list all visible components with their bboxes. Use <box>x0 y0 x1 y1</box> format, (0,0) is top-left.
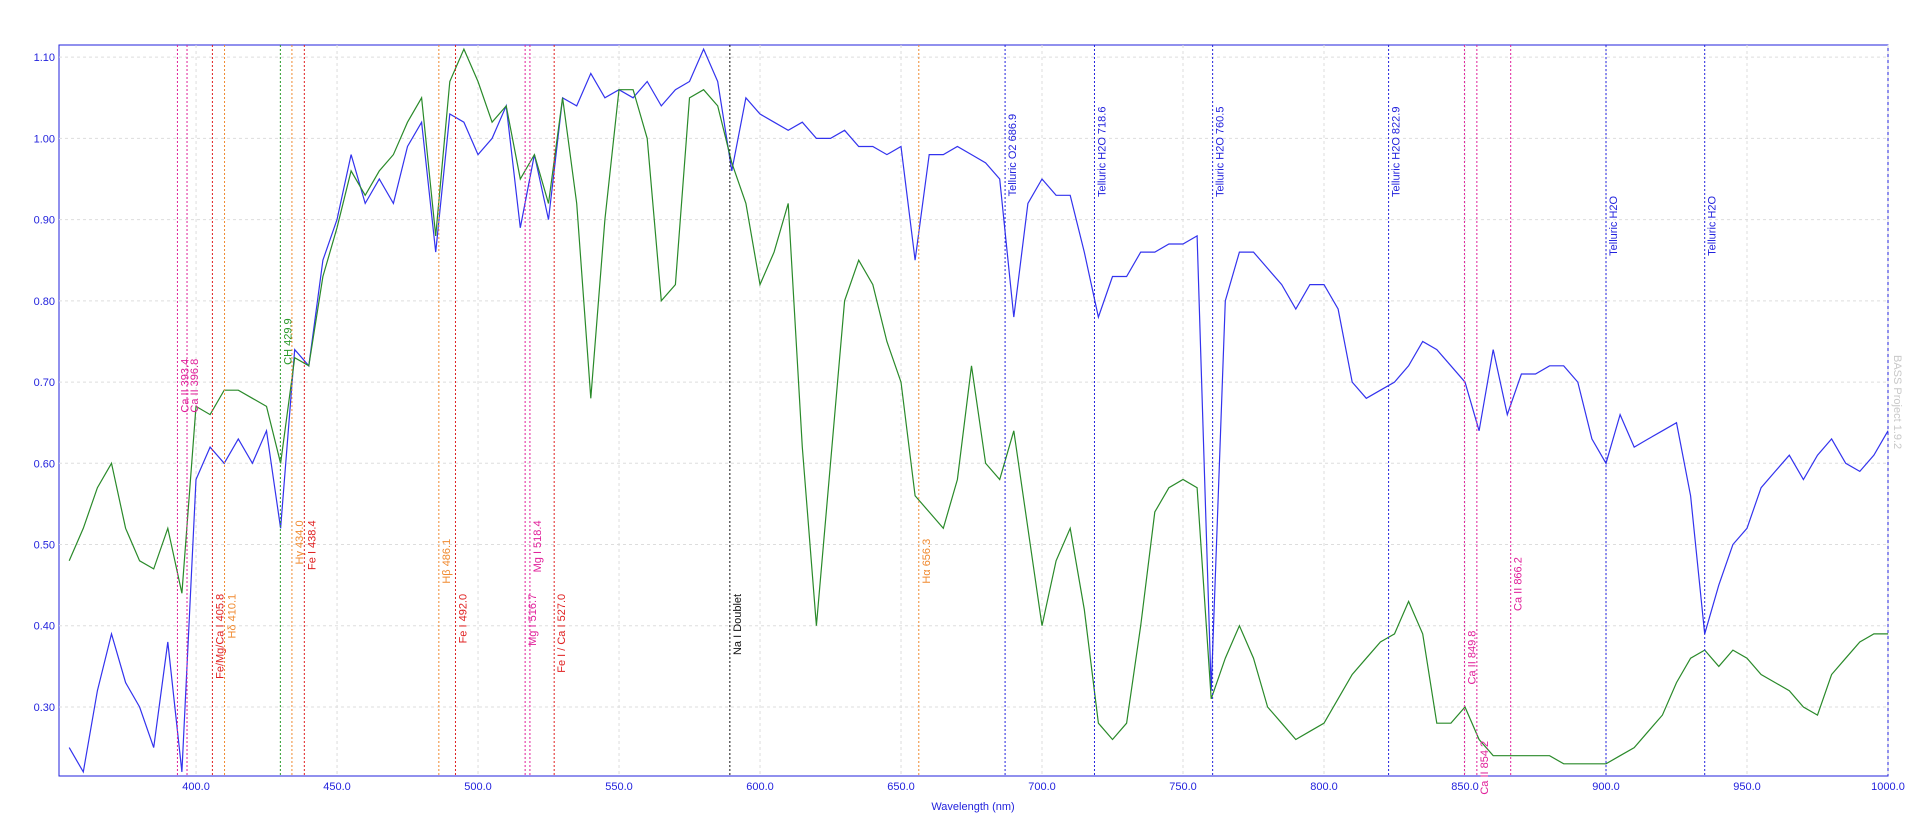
y-tick-label: 0.90 <box>34 215 55 227</box>
annotation-label: Telluric H2O <box>1707 195 1719 255</box>
y-tick-label: 0.50 <box>34 540 55 552</box>
annotation-label: Fe/Mg/Ca I 405.8 <box>214 594 226 679</box>
annotation-label: Hγ 434.0 <box>294 520 306 564</box>
annotation-label: Ca II 854.2 <box>1479 741 1491 795</box>
x-tick-label: 750.0 <box>1169 781 1197 793</box>
y-tick-label: 0.70 <box>34 377 55 389</box>
annotation-label: Hδ 410.1 <box>227 594 239 639</box>
x-tick-label: 1000.0 <box>1871 781 1905 793</box>
annotation-label: Mg I 518.4 <box>532 520 544 572</box>
x-tick-label: 550.0 <box>605 781 633 793</box>
annotation-label: CH 429.9 <box>282 318 294 364</box>
annotation-label: Ca II 396.8 <box>189 359 201 413</box>
annotation-label: Na I Doublet <box>732 594 744 655</box>
x-tick-label: 500.0 <box>464 781 492 793</box>
annotation-label: Ca II 866.2 <box>1513 557 1525 611</box>
annotation-label: Ca II 849.8 <box>1466 631 1478 685</box>
x-tick-label: 800.0 <box>1310 781 1338 793</box>
x-tick-label: 700.0 <box>1028 781 1056 793</box>
side-note: BASS Project 1.9.2 <box>1891 355 1903 449</box>
annotation-label: Telluric H2O 718.6 <box>1096 107 1108 198</box>
annotation-label: Telluric H2O 822.9 <box>1391 107 1403 198</box>
y-tick-label: 0.30 <box>34 702 55 714</box>
annotation-label: Hα 656.3 <box>921 539 933 584</box>
y-tick-label: 0.40 <box>34 621 55 633</box>
x-tick-label: 650.0 <box>887 781 915 793</box>
x-tick-label: 950.0 <box>1733 781 1761 793</box>
annotation-label: Telluric H2O <box>1608 195 1620 255</box>
annotation-label: Hβ 486.1 <box>441 539 453 584</box>
x-tick-label: 850.0 <box>1451 781 1479 793</box>
y-tick-label: 1.10 <box>34 52 55 64</box>
annotation-label: Fe I 492.0 <box>457 594 469 644</box>
annotation-label: Telluric H2O 760.5 <box>1215 107 1227 198</box>
annotation-label: Ca II 393.4 <box>179 359 191 413</box>
x-tick-label: 450.0 <box>323 781 351 793</box>
y-tick-label: 1.00 <box>34 133 55 145</box>
annotation-label: Fe I 438.4 <box>306 520 318 570</box>
x-tick-label: 400.0 <box>182 781 210 793</box>
x-axis-label: Wavelength (nm) <box>931 801 1014 813</box>
spectrum-line <box>68 47 1888 765</box>
annotation-label: Telluric O2 686.9 <box>1007 114 1019 197</box>
annotation-label: Fe I / Ca I 527.0 <box>556 594 568 673</box>
spectrum-line <box>68 47 1889 774</box>
plot-frame <box>58 44 1889 777</box>
y-tick-label: 0.60 <box>34 458 55 470</box>
annotation-label: Mg I 516.7 <box>527 594 539 646</box>
x-tick-label: 900.0 <box>1592 781 1620 793</box>
x-tick-label: 600.0 <box>746 781 774 793</box>
y-tick-label: 0.80 <box>34 296 55 308</box>
